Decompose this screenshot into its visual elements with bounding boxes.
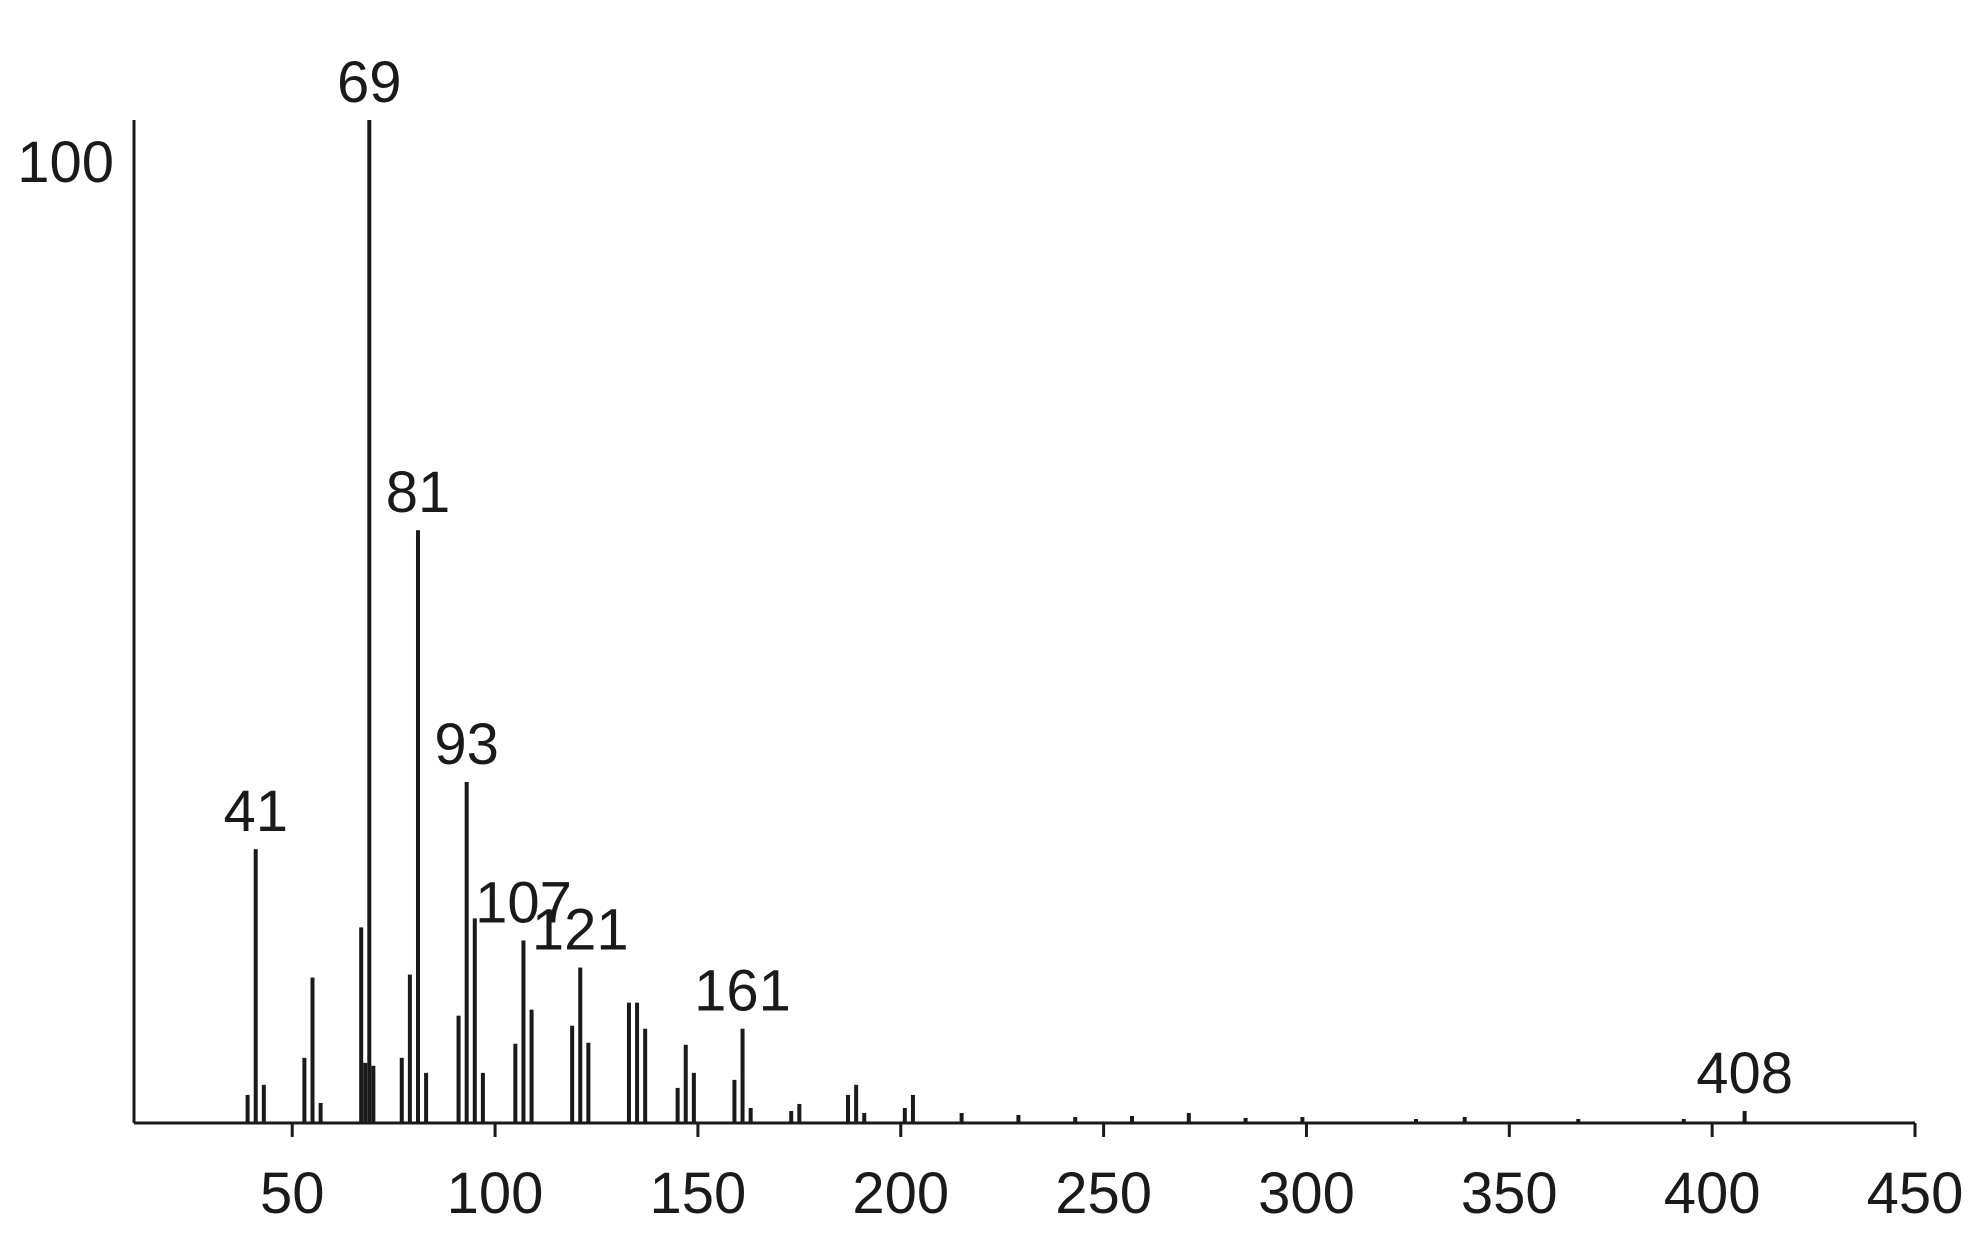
- peak-label: 41: [223, 779, 288, 844]
- peak: [529, 1009, 534, 1123]
- peak: [740, 1028, 745, 1123]
- peak: [464, 781, 469, 1123]
- peak: [1681, 1118, 1686, 1123]
- peak: [570, 1025, 575, 1123]
- peak: [1186, 1112, 1191, 1123]
- peak: [245, 1094, 250, 1123]
- peak: [1300, 1116, 1305, 1123]
- peak: [635, 1002, 640, 1123]
- peak-label: 408: [1696, 1041, 1793, 1106]
- peak: [910, 1094, 915, 1123]
- peak: [456, 1015, 461, 1123]
- x-tick-label: 100: [447, 1161, 544, 1226]
- peak-label: 107: [475, 870, 572, 935]
- peak: [407, 974, 412, 1123]
- peak: [1413, 1118, 1418, 1123]
- y-tick-label: 100: [17, 130, 114, 195]
- peak-label: 121: [532, 898, 629, 963]
- peak: [367, 120, 372, 1123]
- peak: [846, 1094, 851, 1123]
- peak: [854, 1084, 859, 1123]
- peak: [1742, 1110, 1747, 1123]
- peak: [643, 1028, 648, 1123]
- x-tick-label: 150: [650, 1161, 747, 1226]
- peak: [683, 1044, 688, 1123]
- peak: [521, 940, 526, 1123]
- peak: [1073, 1116, 1078, 1123]
- peak-label: 81: [386, 460, 451, 525]
- peak-label: 93: [434, 712, 499, 777]
- peak: [1130, 1115, 1135, 1123]
- peak: [253, 849, 258, 1123]
- peak: [626, 1002, 631, 1123]
- peak: [513, 1043, 518, 1123]
- peak: [675, 1087, 680, 1123]
- peak: [1243, 1117, 1248, 1123]
- x-tick-label: 300: [1258, 1161, 1355, 1226]
- peak: [310, 977, 315, 1123]
- peak: [1016, 1114, 1021, 1123]
- peak: [789, 1110, 794, 1123]
- peak: [691, 1072, 696, 1123]
- peak: [480, 1072, 485, 1123]
- peak: [578, 967, 583, 1123]
- peak: [424, 1072, 429, 1123]
- x-tick-label: 200: [852, 1161, 949, 1226]
- peak: [1462, 1116, 1467, 1123]
- peak-label: 161: [694, 959, 791, 1024]
- peak: [318, 1102, 323, 1123]
- peak: [261, 1084, 266, 1123]
- peak: [363, 1062, 368, 1123]
- peak: [302, 1057, 307, 1123]
- peak: [586, 1042, 591, 1123]
- peak: [797, 1103, 802, 1123]
- x-tick-label: 350: [1461, 1161, 1558, 1226]
- peak: [862, 1112, 867, 1123]
- x-tick-label: 450: [1867, 1161, 1964, 1226]
- peak: [472, 918, 477, 1123]
- peak: [359, 927, 364, 1123]
- peak: [399, 1057, 404, 1123]
- peak: [415, 530, 420, 1123]
- x-tick-label: 50: [260, 1161, 325, 1226]
- peak: [371, 1065, 376, 1123]
- peak: [732, 1079, 737, 1123]
- peak: [1576, 1118, 1581, 1123]
- x-tick-label: 400: [1664, 1161, 1761, 1226]
- x-tick-label: 250: [1055, 1161, 1152, 1226]
- peak: [959, 1112, 964, 1123]
- peak: [902, 1107, 907, 1123]
- peak-label: 69: [337, 50, 402, 115]
- peak: [748, 1107, 753, 1123]
